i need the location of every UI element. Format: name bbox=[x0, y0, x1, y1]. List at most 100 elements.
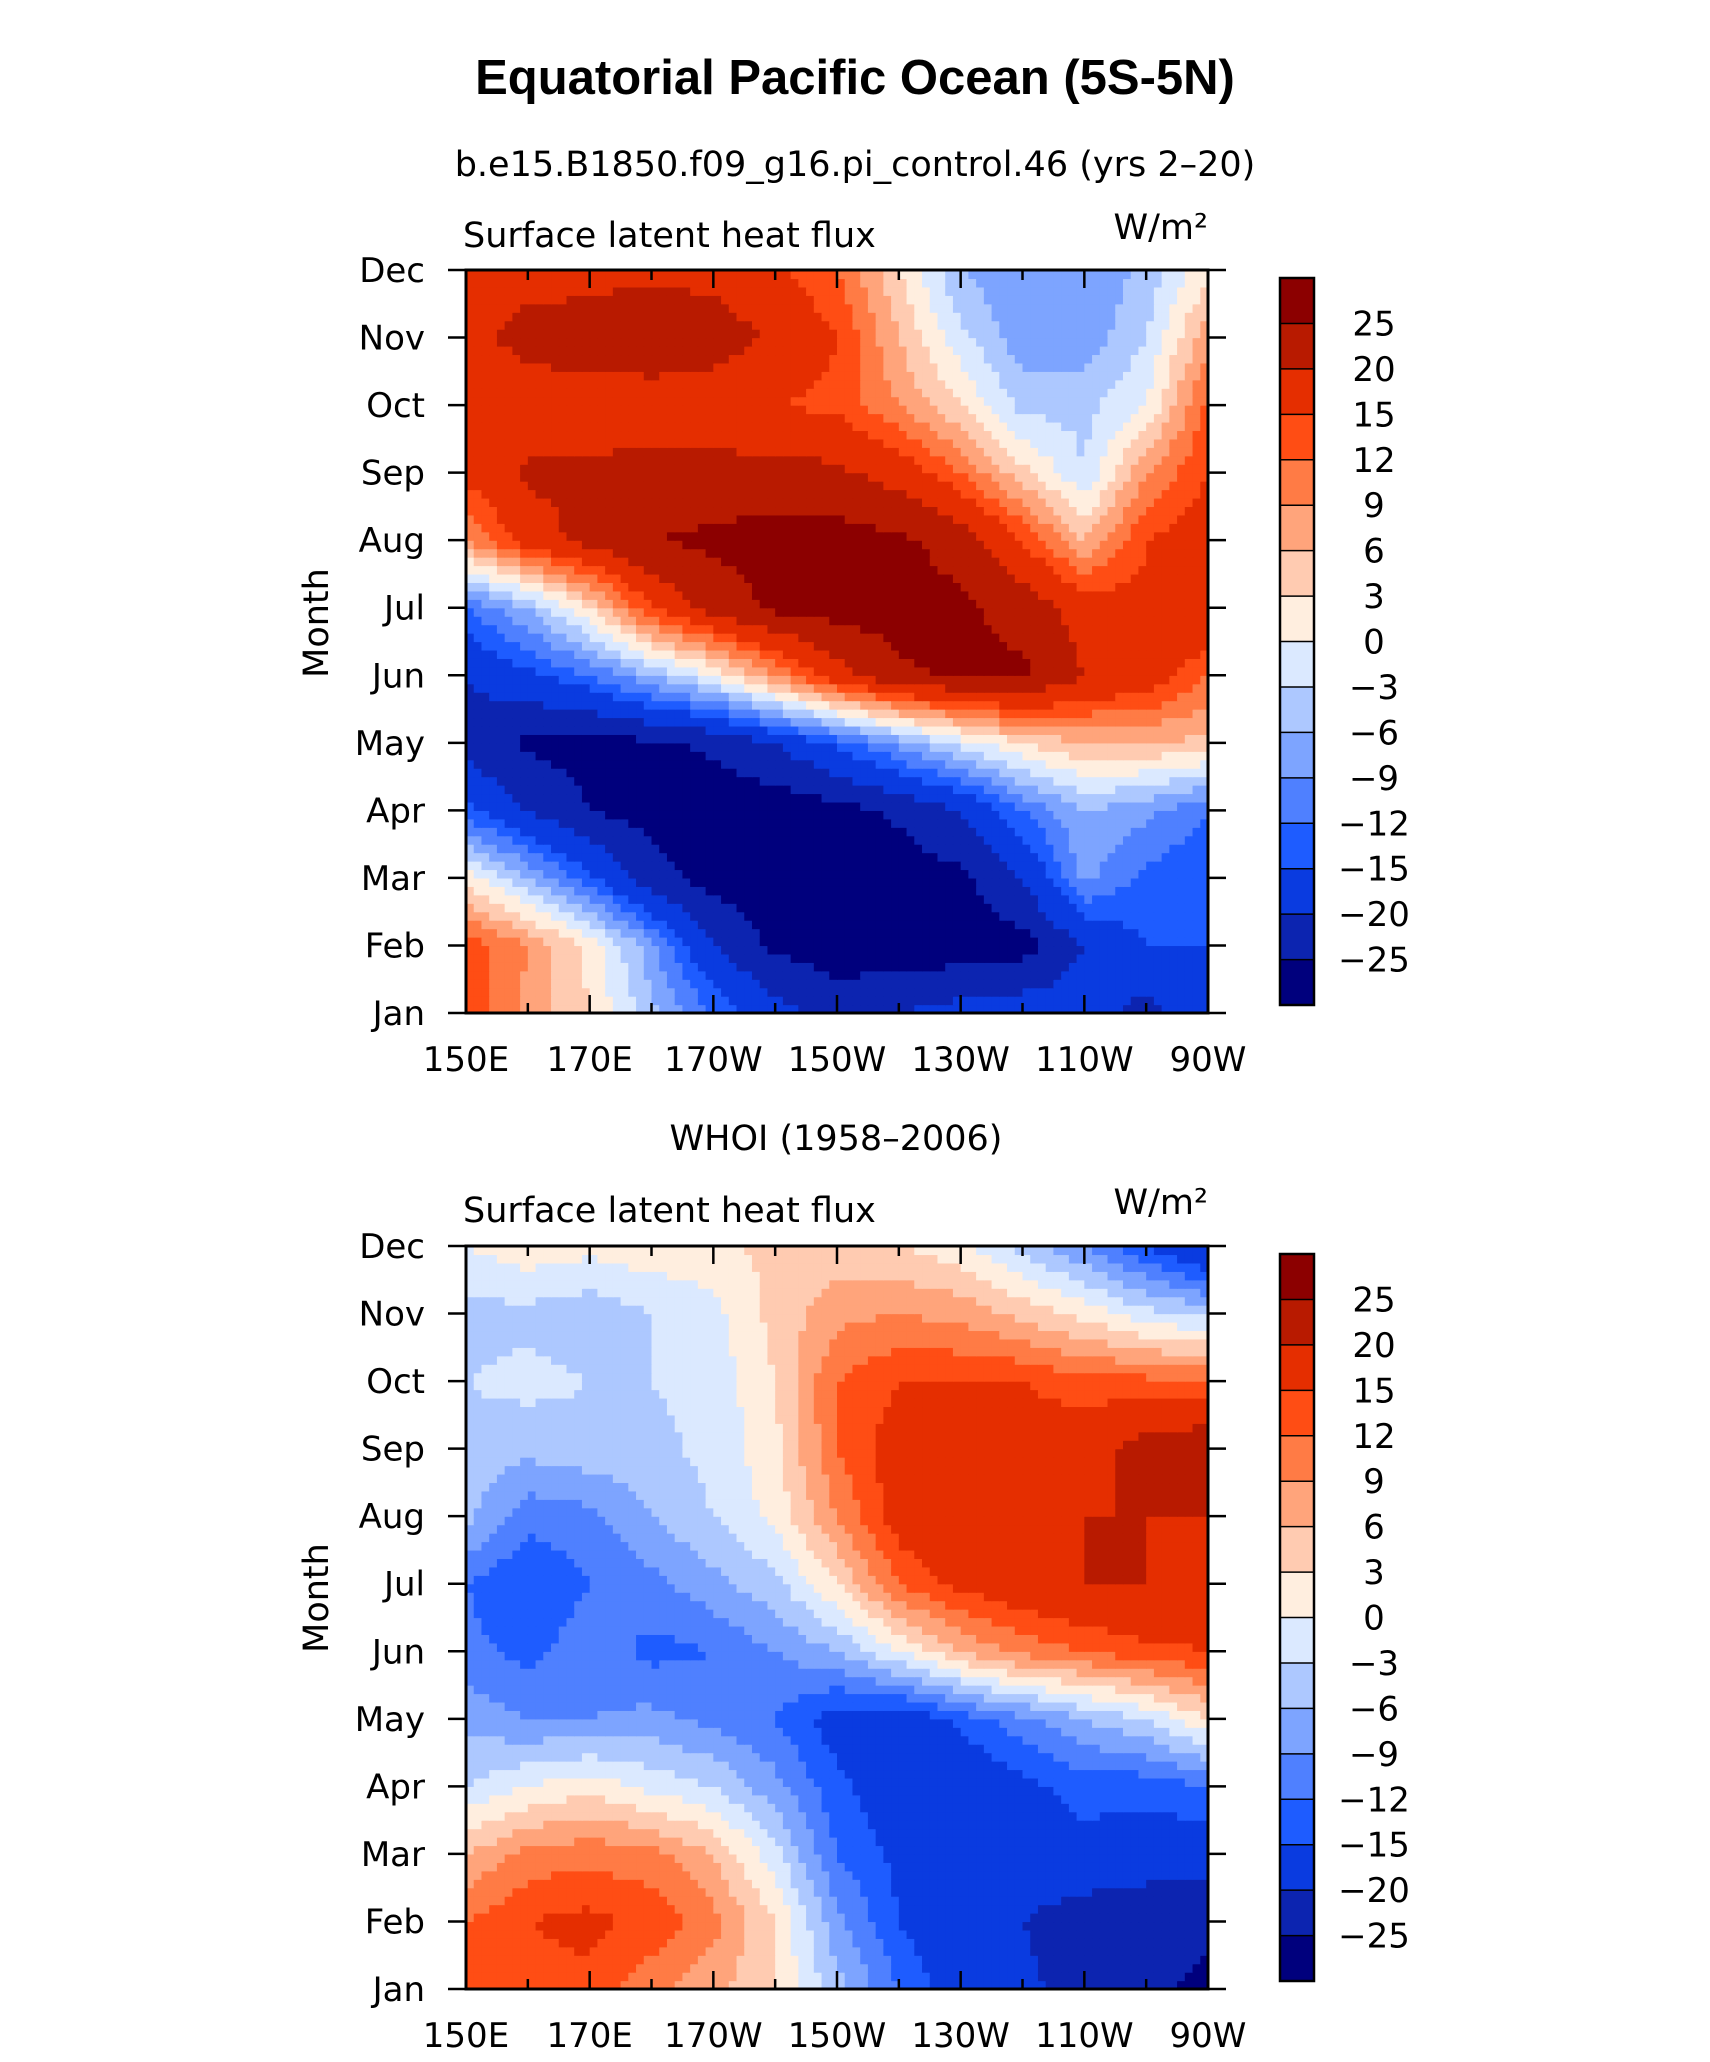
heatmap-cell bbox=[813, 894, 823, 904]
heatmap-cell bbox=[713, 970, 722, 980]
heatmap-cell bbox=[860, 768, 869, 778]
heatmap-cell bbox=[1115, 599, 1124, 609]
heatmap-cell bbox=[914, 734, 923, 744]
heatmap-cell bbox=[914, 827, 923, 837]
heatmap-cell bbox=[860, 616, 869, 626]
heatmap-cell bbox=[690, 877, 699, 887]
heatmap-cell bbox=[821, 852, 830, 862]
heatmap-cell bbox=[466, 903, 475, 913]
heatmap-cell bbox=[551, 877, 560, 887]
heatmap-cell bbox=[581, 827, 591, 837]
heatmap-cell bbox=[1153, 709, 1163, 719]
heatmap-cell bbox=[512, 979, 521, 989]
heatmap-cell bbox=[775, 607, 784, 617]
heatmap-cell bbox=[705, 590, 714, 600]
heatmap-cell bbox=[1068, 894, 1078, 904]
heatmap-cell bbox=[821, 675, 830, 685]
heatmap-cell bbox=[806, 641, 815, 651]
heatmap-cell bbox=[945, 861, 954, 871]
heatmap-cell bbox=[512, 734, 521, 744]
heatmap-cell bbox=[1037, 987, 1047, 997]
heatmap-cell bbox=[844, 987, 854, 997]
heatmap-cell bbox=[1153, 683, 1163, 693]
heatmap-cell bbox=[875, 827, 884, 837]
heatmap-cell bbox=[481, 810, 490, 820]
heatmap-cell bbox=[504, 768, 513, 778]
heatmap-cell bbox=[991, 894, 1000, 904]
heatmap-cell bbox=[558, 751, 568, 761]
heatmap-cell bbox=[736, 759, 745, 769]
heatmap-cell bbox=[1076, 683, 1085, 693]
heatmap-cell bbox=[728, 776, 738, 786]
heatmap-cell bbox=[713, 877, 722, 887]
heatmap-cell bbox=[666, 582, 676, 592]
heatmap-cell bbox=[1122, 734, 1132, 744]
heatmap-cell bbox=[1107, 852, 1116, 862]
heatmap-cell bbox=[1130, 827, 1140, 837]
heatmap-cell bbox=[1045, 768, 1055, 778]
heatmap-cell bbox=[620, 928, 629, 938]
heatmap-cell bbox=[976, 709, 985, 719]
heatmap-cell bbox=[1092, 641, 1101, 651]
heatmap-cell bbox=[767, 742, 776, 752]
heatmap-cell bbox=[821, 599, 830, 609]
heatmap-cell bbox=[1053, 827, 1062, 837]
heatmap-cell bbox=[520, 894, 529, 904]
heatmap-cell bbox=[674, 844, 684, 854]
heatmap-cell bbox=[713, 920, 722, 930]
heatmap-cell bbox=[705, 827, 714, 837]
heatmap-cell bbox=[1092, 894, 1101, 904]
heatmap-cell bbox=[728, 649, 738, 659]
heatmap-cell bbox=[829, 903, 838, 913]
heatmap-cell bbox=[612, 835, 622, 845]
heatmap-cell bbox=[860, 987, 869, 997]
heatmap-cell bbox=[1161, 624, 1170, 634]
heatmap-cell bbox=[898, 937, 908, 947]
heatmap-cell bbox=[728, 742, 738, 752]
heatmap-cell bbox=[682, 852, 691, 862]
heatmap-cell bbox=[929, 683, 939, 693]
heatmap-cell bbox=[605, 835, 614, 845]
heatmap-cell bbox=[473, 852, 483, 862]
heatmap-cell bbox=[860, 742, 869, 752]
heatmap-cell bbox=[651, 776, 660, 786]
heatmap-cell bbox=[612, 810, 622, 820]
heatmap-cell bbox=[798, 827, 807, 837]
heatmap-cell bbox=[535, 785, 544, 795]
heatmap-cell bbox=[481, 666, 490, 676]
heatmap-cell bbox=[1014, 801, 1024, 811]
heatmap-cell bbox=[1084, 607, 1093, 617]
heatmap-cell bbox=[636, 903, 645, 913]
heatmap-cell bbox=[983, 877, 993, 887]
heatmap-cell bbox=[813, 827, 823, 837]
heatmap-cell bbox=[1169, 827, 1178, 837]
heatmap-cell bbox=[473, 582, 483, 592]
heatmap-cell bbox=[1076, 590, 1085, 600]
heatmap-cell bbox=[713, 616, 722, 626]
heatmap-cell bbox=[1030, 962, 1039, 972]
heatmap-cell bbox=[636, 1004, 645, 1014]
heatmap-cell bbox=[643, 877, 653, 887]
heatmap-cell bbox=[489, 810, 498, 820]
heatmap-cell bbox=[837, 666, 846, 676]
heatmap-cell bbox=[1099, 827, 1109, 837]
heatmap-cell bbox=[1007, 624, 1016, 634]
heatmap-cell bbox=[551, 768, 560, 778]
heatmap-cell bbox=[496, 861, 506, 871]
heatmap-cell bbox=[659, 818, 668, 828]
heatmap-cell bbox=[821, 886, 830, 896]
heatmap-cell bbox=[806, 683, 815, 693]
heatmap-cell bbox=[1169, 810, 1178, 820]
heatmap-cell bbox=[674, 641, 684, 651]
heatmap-cell bbox=[775, 616, 784, 626]
heatmap-cell bbox=[860, 649, 869, 659]
heatmap-cell bbox=[1092, 734, 1101, 744]
heatmap-cell bbox=[976, 633, 985, 643]
heatmap-cell bbox=[504, 675, 513, 685]
heatmap-cell bbox=[520, 996, 529, 1006]
heatmap-cell bbox=[566, 590, 575, 600]
heatmap-cell bbox=[473, 590, 483, 600]
heatmap-cell bbox=[782, 911, 792, 921]
heatmap-cell bbox=[636, 810, 645, 820]
heatmap-cell bbox=[1022, 861, 1031, 871]
